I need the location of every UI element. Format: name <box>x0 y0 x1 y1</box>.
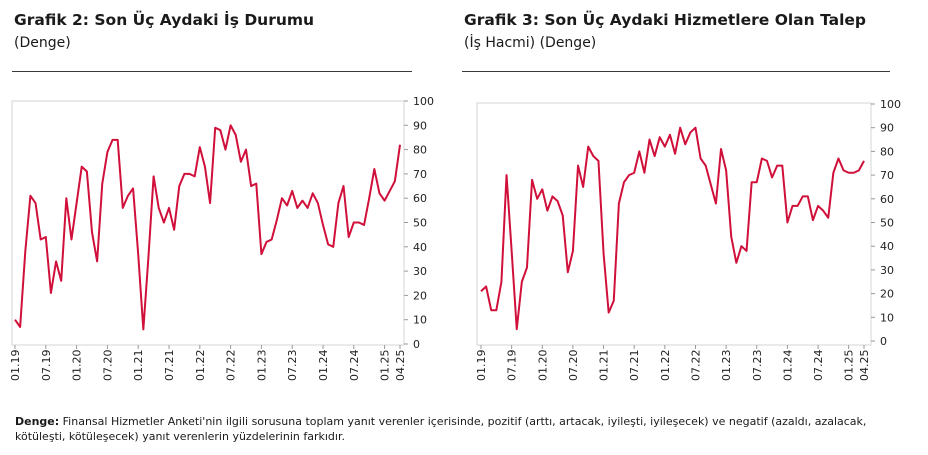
series-line <box>480 126 865 331</box>
plot-area-frame <box>476 102 872 346</box>
y-tick-label: 100 <box>413 95 434 108</box>
y-tick-label: 50 <box>880 217 894 230</box>
x-tick-label: 01.20 <box>536 350 549 382</box>
x-tick-label: 01.22 <box>659 350 672 382</box>
y-tick-label: 60 <box>413 192 427 205</box>
y-tick-label: 70 <box>880 169 894 182</box>
y-tick-label: 40 <box>880 240 894 253</box>
y-tick-label: 0 <box>880 335 887 348</box>
x-tick-label: 01.21 <box>598 350 611 382</box>
footnote-label: Denge: <box>15 415 60 428</box>
x-tick-label: 04.25 <box>394 350 407 382</box>
y-tick-label: 90 <box>413 119 427 132</box>
y-tick-label: 20 <box>413 289 427 302</box>
x-tick-label: 07.21 <box>628 350 641 382</box>
chart-title: Grafik 2: Son Üç Aydaki İş Durumu <box>14 11 315 29</box>
x-tick-label: 01.20 <box>71 350 84 382</box>
x-tick-label: 01.19 <box>475 350 488 382</box>
y-tick-label: 50 <box>413 217 427 230</box>
footnote: Denge: Finansal Hizmetler Anketi'nin ilg… <box>15 414 920 444</box>
line-chart-business-situation: 0 10 20 30 40 50 60 70 80 90 100 01.19 07.19 01.20 07.… <box>9 95 434 382</box>
x-tick-label: 07.19 <box>40 350 53 382</box>
x-tick-label: 07.22 <box>225 350 238 382</box>
x-tick-label: 07.21 <box>163 350 176 382</box>
chart-title: Grafik 3: Son Üç Aydaki Hizmetlere Olan … <box>464 11 867 29</box>
title-rule <box>12 71 412 72</box>
y-tick-label: 10 <box>880 311 894 324</box>
series-line <box>14 124 401 331</box>
y-tick-label: 80 <box>413 144 427 157</box>
footnote-text: Finansal Hizmetler Anketi'nin ilgili sor… <box>15 415 867 443</box>
x-tick-label: 01.21 <box>132 350 145 382</box>
y-tick-label: 70 <box>413 168 427 181</box>
x-tick-label: 01.24 <box>317 350 330 382</box>
y-tick-label: 30 <box>413 265 427 278</box>
y-tick-label: 80 <box>880 145 894 158</box>
x-tick-label: 01.25 <box>843 350 856 382</box>
y-tick-label: 60 <box>880 193 894 206</box>
x-tick-label: 01.23 <box>720 350 733 382</box>
plot-area-frame <box>11 100 405 346</box>
x-tick-label: 07.20 <box>101 350 114 382</box>
x-tick-label: 01.23 <box>255 350 268 382</box>
x-tick-label: 07.24 <box>348 350 361 382</box>
x-tick-label: 07.22 <box>689 350 702 382</box>
x-tick-label: 07.23 <box>286 350 299 382</box>
x-tick-label: 07.20 <box>567 350 580 382</box>
x-tick-label: 01.22 <box>194 350 207 382</box>
y-tick-label: 30 <box>880 264 894 277</box>
y-tick-label: 10 <box>413 314 427 327</box>
x-tick-label: 07.19 <box>506 350 519 382</box>
x-tick-label: 01.25 <box>379 350 392 382</box>
y-tick-label: 40 <box>413 241 427 254</box>
y-tick-label: 90 <box>880 122 894 135</box>
x-tick-label: 01.19 <box>9 350 22 382</box>
chart-subtitle: (Denge) <box>14 35 71 51</box>
title-rule <box>462 71 890 72</box>
x-tick-label: 04.25 <box>858 350 871 382</box>
line-chart-service-demand: 0 10 20 30 40 50 60 70 80 90 100 01.19 07.19 01.20 07.… <box>475 98 901 382</box>
x-tick-label: 07.23 <box>751 350 764 382</box>
chart-subtitle: (İş Hacmi) (Denge) <box>464 35 597 51</box>
y-tick-label: 20 <box>880 288 894 301</box>
y-tick-label: 0 <box>413 338 420 351</box>
x-tick-label: 01.24 <box>781 350 794 382</box>
x-tick-label: 07.24 <box>812 350 825 382</box>
y-tick-label: 100 <box>880 98 901 111</box>
